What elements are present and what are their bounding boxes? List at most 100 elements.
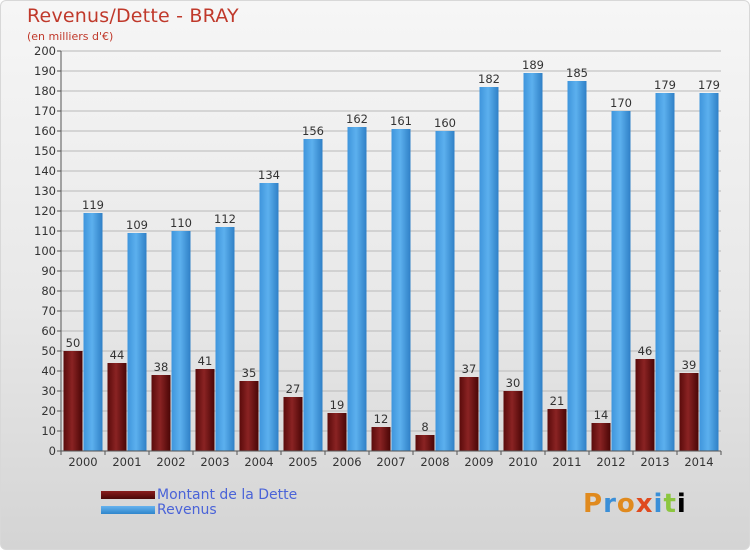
y-tick-label: 160 (34, 124, 56, 138)
bar-dette-2013 (635, 359, 655, 451)
data-label: 185 (566, 66, 588, 80)
legend-label-dette: Montant de la Dette (157, 486, 298, 503)
data-label: 12 (374, 412, 389, 426)
y-tick-label: 10 (41, 424, 56, 438)
legend-swatch-dette (101, 490, 155, 499)
data-label: 161 (390, 114, 412, 128)
y-tick-label: 170 (34, 104, 56, 118)
chart-title: Revenus/Dette - BRAY (27, 5, 239, 27)
bar-dette-2009 (459, 377, 479, 451)
y-tick-label: 80 (41, 284, 56, 298)
x-tick-label: 2003 (200, 455, 229, 469)
y-tick-label: 140 (34, 164, 56, 178)
bar-dette-2012 (591, 423, 611, 451)
x-tick-label: 2005 (288, 455, 317, 469)
x-tick-label: 2009 (464, 455, 493, 469)
legend-swatch-revenus (101, 505, 155, 514)
data-label: 162 (346, 112, 368, 126)
x-tick-label: 2012 (596, 455, 625, 469)
bar-revenus-2013 (655, 93, 675, 451)
data-label: 44 (110, 348, 125, 362)
proxiti-logo: Proxiti (583, 489, 687, 519)
bar-revenus-2006 (347, 127, 367, 451)
data-label: 8 (421, 420, 428, 434)
data-label: 110 (170, 216, 192, 230)
x-tick-label: 2004 (244, 455, 273, 469)
bar-revenus-2010 (523, 73, 543, 451)
y-tick-label: 0 (49, 444, 56, 458)
data-label: 14 (594, 408, 609, 422)
bar-dette-2014 (679, 373, 699, 451)
y-tick-label: 100 (34, 244, 56, 258)
legend-label-revenus: Revenus (157, 501, 217, 518)
bar-revenus-2008 (435, 131, 455, 451)
bar-revenus-2003 (215, 227, 235, 451)
data-label: 170 (610, 96, 632, 110)
data-label: 179 (654, 78, 676, 92)
x-tick-label: 2001 (112, 455, 141, 469)
data-label: 179 (698, 78, 720, 92)
y-tick-label: 20 (41, 404, 56, 418)
y-tick-label: 130 (34, 184, 56, 198)
data-label: 160 (434, 116, 456, 130)
y-tick-label: 90 (41, 264, 56, 278)
x-axis-ticks: 2000 2001 2002 2003 2004 2005 2006 2007 2008 2009… (60, 451, 722, 469)
legend-item-revenus: Revenus (101, 501, 297, 518)
data-label: 112 (214, 212, 236, 226)
y-tick-label: 120 (34, 204, 56, 218)
data-label: 37 (462, 362, 477, 376)
bar-revenus-2001 (127, 233, 147, 451)
x-tick-label: 2000 (68, 455, 97, 469)
data-label: 27 (286, 382, 301, 396)
bar-revenus-2011 (567, 81, 587, 451)
x-tick-label: 2014 (684, 455, 713, 469)
x-tick-label: 2010 (508, 455, 537, 469)
data-label: 39 (682, 358, 697, 372)
bar-dette-2003 (195, 369, 215, 451)
y-tick-label: 190 (34, 64, 56, 78)
y-tick-label: 30 (41, 384, 56, 398)
chart-subtitle: (en milliers d'€) (27, 30, 114, 43)
bar-dette-2000 (63, 351, 83, 451)
x-tick-label: 2008 (420, 455, 449, 469)
data-label: 38 (154, 360, 169, 374)
bar-dette-2002 (151, 375, 171, 451)
bar-revenus-2007 (391, 129, 411, 451)
x-tick-label: 2006 (332, 455, 361, 469)
data-label: 41 (198, 354, 213, 368)
grid-lines (61, 50, 721, 452)
bar-revenus-2014 (699, 93, 719, 451)
data-label: 156 (302, 124, 324, 138)
bar-dette-2011 (547, 409, 567, 451)
data-label: 119 (82, 198, 104, 212)
data-label: 30 (506, 376, 521, 390)
y-axis-ticks: 0 10 20 30 40 50 60 70 80 90 100 110 120 130 140 150 160… (34, 44, 61, 458)
bar-dette-2004 (239, 381, 259, 451)
y-tick-label: 150 (34, 144, 56, 158)
y-tick-label: 200 (34, 44, 56, 58)
y-tick-label: 60 (41, 324, 56, 338)
data-label: 109 (126, 218, 148, 232)
bar-revenus-2000 (83, 213, 103, 451)
bar-revenus-2012 (611, 111, 631, 451)
bar-dette-2007 (371, 427, 391, 451)
bar-dette-2008 (415, 435, 435, 451)
y-tick-label: 110 (34, 224, 56, 238)
y-tick-label: 180 (34, 84, 56, 98)
x-tick-label: 2002 (156, 455, 185, 469)
y-tick-label: 70 (41, 304, 56, 318)
bar-dette-2006 (327, 413, 347, 451)
x-tick-label: 2011 (552, 455, 581, 469)
data-label: 21 (550, 394, 565, 408)
bars (63, 73, 719, 451)
data-label: 46 (638, 344, 653, 358)
legend-item-dette: Montant de la Dette (101, 486, 298, 503)
data-label: 189 (522, 58, 544, 72)
data-label: 19 (330, 398, 345, 412)
bar-revenus-2002 (171, 231, 191, 451)
y-tick-label: 40 (41, 364, 56, 378)
x-tick-label: 2007 (376, 455, 405, 469)
data-labels: 50 119 44 109 38 110 41 112 35 134 27 156 19 162 12 161… (66, 58, 720, 434)
